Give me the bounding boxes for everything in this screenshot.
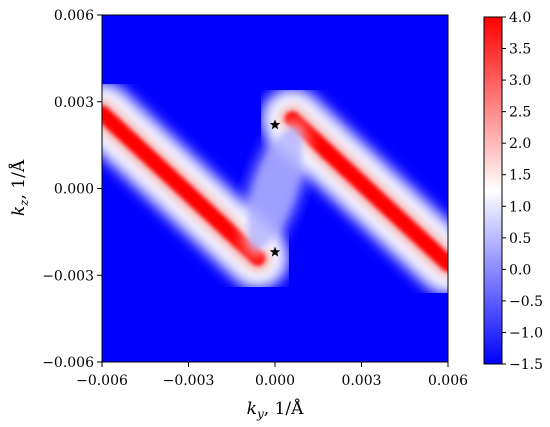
left-band-layer-2: [102, 105, 266, 266]
y-tick-label-3: 0.003: [54, 95, 94, 111]
y-tick-label-0: −0.006: [42, 355, 94, 371]
heatmap-plot-area: [102, 15, 448, 362]
y-tick-label-1: −0.003: [42, 268, 94, 284]
y-axis-label: kz, 1/Å: [8, 159, 31, 216]
colorbar-axis: 4.0 3.5 3.0 2.5 2.0 1.5 1.0 0.5 0.0 −0.5 −1.0 −1.5: [502, 10, 543, 373]
star-marker-0: [269, 119, 281, 130]
colorbar-tick-label-0: 4.0: [509, 10, 531, 26]
colorbar-tick-label-7: 0.5: [509, 231, 531, 247]
y-tick-label-4: 0.006: [54, 8, 94, 24]
y-axis: −0.006 −0.003 0.000 0.003 0.006: [42, 8, 102, 371]
x-tick-label-2: 0.000: [255, 373, 295, 389]
heatmap-features: [102, 82, 448, 295]
colorbar: [483, 16, 503, 365]
colorbar-tick-label-6: 1.0: [509, 199, 531, 215]
marker-layer: [269, 119, 281, 257]
colorbar-tick-label-1: 3.5: [509, 42, 531, 58]
colorbar-tick-label-9: −0.5: [509, 294, 543, 310]
colorbar-tick-label-4: 2.0: [509, 136, 531, 152]
x-axis: −0.006 −0.003 0.000 0.003 0.006: [76, 362, 468, 389]
colorbar-tick-label-3: 2.5: [509, 105, 531, 121]
x-tick-label-1: −0.003: [163, 373, 215, 389]
x-tick-label-0: −0.006: [76, 373, 128, 389]
colorbar-tick-label-5: 1.5: [509, 168, 531, 184]
x-tick-label-4: 0.006: [428, 373, 468, 389]
x-tick-label-3: 0.003: [341, 373, 381, 389]
y-tick-label-2: 0.000: [54, 182, 94, 198]
star-marker-1: [269, 246, 281, 257]
central-lobe: [247, 127, 303, 250]
colorbar-tick-label-11: −1.5: [509, 357, 543, 373]
colorbar-tick-label-2: 3.0: [509, 73, 531, 89]
colorbar-tick-label-10: −1.0: [509, 325, 543, 341]
right-band-layer-2: [284, 111, 448, 272]
colorbar-tick-label-8: 0.0: [509, 262, 531, 278]
x-axis-label: ky, 1/Å: [247, 398, 304, 421]
